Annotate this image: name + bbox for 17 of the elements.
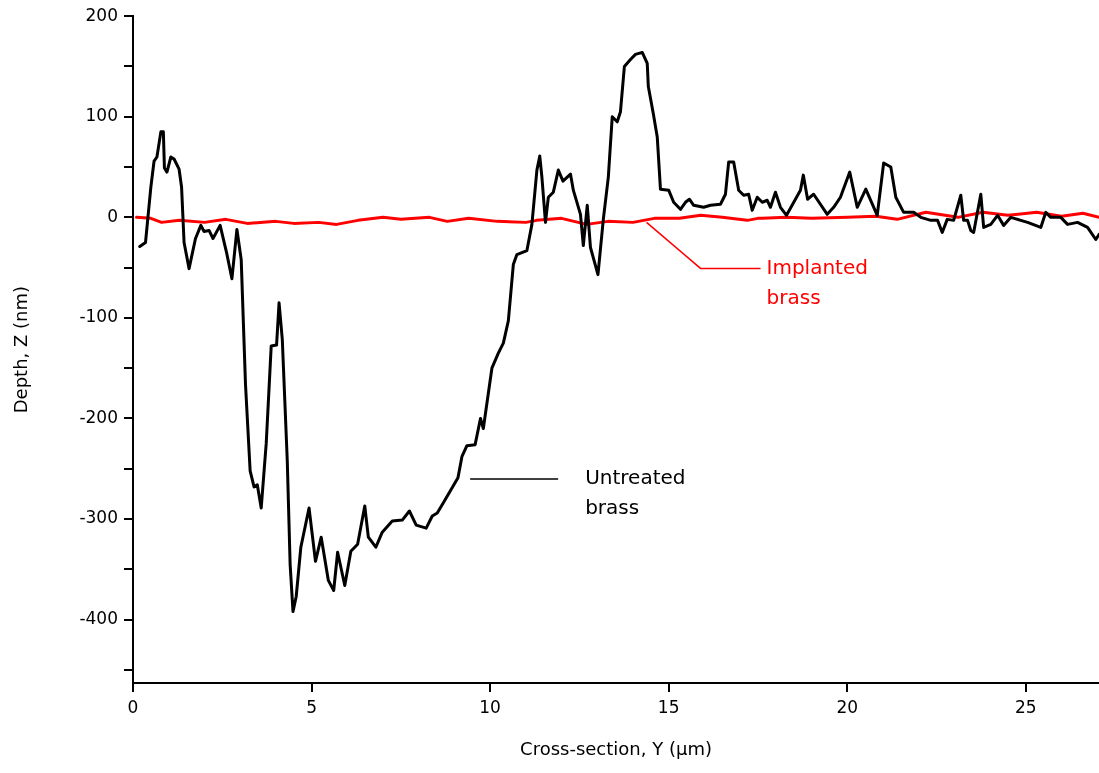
x-axis-title: Cross-section, Y (μm) bbox=[520, 737, 712, 759]
y-tick-label: -100 bbox=[79, 306, 118, 327]
x-tick-label: 20 bbox=[836, 696, 859, 717]
x-tick-label: 5 bbox=[306, 696, 317, 717]
annotation: Implanted brass bbox=[766, 254, 868, 309]
x-tick-label: 10 bbox=[479, 696, 501, 717]
y-tick-label: -200 bbox=[79, 406, 118, 427]
y-tick-label: -300 bbox=[79, 507, 118, 528]
annotation: Untreated brass bbox=[585, 465, 686, 520]
x-tick-label: 0 bbox=[127, 696, 139, 717]
y-tick-label: 200 bbox=[85, 4, 118, 25]
x-tick-label: 15 bbox=[657, 696, 680, 717]
x-tick-label: 25 bbox=[1014, 696, 1037, 717]
y-axis-title: Depth, Z (nm) bbox=[10, 285, 32, 414]
y-tick-label: 100 bbox=[85, 105, 118, 126]
y-tick-label: -400 bbox=[79, 608, 118, 629]
y-tick-label: 0 bbox=[107, 205, 118, 226]
